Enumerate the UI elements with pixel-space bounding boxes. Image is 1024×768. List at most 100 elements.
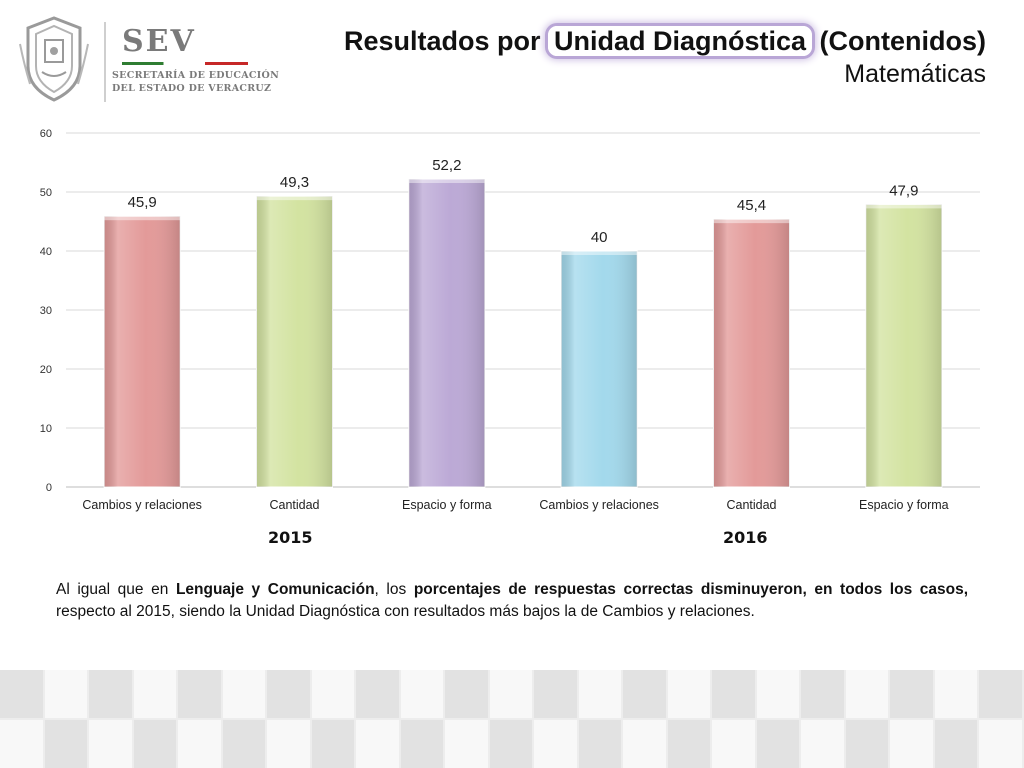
footer-tile [801, 720, 844, 768]
title-highlight: Unidad Diagnóstica [547, 26, 813, 56]
category-label-3: Espacio y forma [402, 498, 492, 512]
footer-tile [311, 720, 354, 768]
category-label-6: Espacio y forma [859, 498, 949, 512]
footer-tile [845, 670, 888, 718]
y-tick-label-10: 10 [40, 423, 52, 435]
footer-tile [489, 670, 532, 718]
footer-tile [311, 670, 354, 718]
group-label-2015: 2015 [268, 528, 313, 547]
logo-subtitle-1: SECRETARÍA DE EDUCACIÓN [112, 70, 280, 81]
category-label-2: Cantidad [269, 498, 319, 512]
value-labels: 45,9 49,3 52,2 40 45,4 47,9 [128, 157, 919, 246]
footer-tile [178, 720, 221, 768]
footer-tile [222, 670, 265, 718]
footer-tile [267, 670, 310, 718]
footer-tile [712, 670, 755, 718]
category-label-5: Cantidad [726, 498, 776, 512]
veracruz-seal-icon [19, 16, 89, 102]
footer-tile [133, 720, 176, 768]
footer-tile [667, 720, 710, 768]
summary-note: Al igual que en Lenguaje y Comunicación,… [56, 579, 968, 623]
title-suffix: (Contenidos) [812, 26, 986, 56]
bar-top-highlight-6 [865, 204, 942, 209]
footer-tile [756, 670, 799, 718]
y-tick-label-30: 30 [40, 305, 52, 317]
chart-bars [103, 178, 943, 488]
footer-tile [667, 670, 710, 718]
page-subtitle: Matemáticas [844, 60, 986, 88]
footer-tile [356, 720, 399, 768]
bar-shading-2 [256, 196, 333, 487]
footer-tile [356, 670, 399, 718]
footer-tile [712, 720, 755, 768]
note-bold-1: Lenguaje y Comunicación [175, 581, 375, 598]
title-prefix: Resultados por [343, 26, 548, 56]
footer-tile [534, 720, 577, 768]
footer-tile [267, 720, 310, 768]
value-label-2: 49,3 [280, 174, 309, 191]
footer-tile [534, 670, 577, 718]
footer-tile [400, 720, 443, 768]
y-tick-label-50: 50 [40, 187, 52, 199]
note-text-1: Al igual que en [56, 581, 176, 598]
note-bold-2: porcentajes de respuestas correctas dism… [413, 581, 969, 598]
chart-grid [66, 132, 980, 488]
bar-top-highlight-3 [408, 179, 485, 184]
footer-tile [0, 720, 43, 768]
logo-subtitle-2: DEL ESTADO DE VERACRUZ [112, 83, 272, 94]
footer-tile [979, 670, 1022, 718]
footer-tile [890, 670, 933, 718]
footer-tile [89, 720, 132, 768]
y-tick-label-20: 20 [40, 364, 52, 376]
footer-tile [845, 720, 888, 768]
note-text-3: respecto al 2015, siendo la Unidad Diagn… [56, 603, 755, 620]
footer-tile [44, 670, 87, 718]
bar-top-highlight-2 [256, 196, 333, 201]
y-tick-label-40: 40 [40, 246, 52, 258]
bar-3 [408, 178, 486, 488]
footer-tile [979, 720, 1022, 768]
bar-shading-6 [865, 204, 942, 487]
bar-top-highlight-4 [561, 251, 638, 255]
value-label-6: 47,9 [889, 182, 918, 199]
value-label-5: 45,4 [737, 197, 766, 214]
category-label-4: Cambios y relaciones [539, 498, 659, 512]
page-title: Resultados por Unidad Diagnóstica (Conte… [344, 26, 986, 57]
footer-tile [489, 720, 532, 768]
footer-tile [400, 670, 443, 718]
footer-tile [178, 670, 221, 718]
footer-tile [934, 670, 977, 718]
bar-top-highlight-5 [713, 219, 790, 224]
y-axis-ticks: 0 10 20 30 40 50 60 [40, 128, 52, 494]
footer-tile [445, 720, 488, 768]
bar-top-highlight-1 [104, 216, 181, 221]
value-label-4: 40 [591, 229, 608, 246]
logo-divider [104, 22, 106, 102]
bar-1 [103, 215, 181, 488]
logo-color-rule [122, 62, 248, 65]
footer-tile [890, 720, 933, 768]
footer-tile [578, 670, 621, 718]
footer-tile [578, 720, 621, 768]
footer-tile [133, 670, 176, 718]
footer-tile [89, 670, 132, 718]
footer-tile [801, 670, 844, 718]
decorative-footer [0, 670, 1024, 768]
bar-shading-3 [408, 179, 485, 487]
value-label-3: 52,2 [432, 157, 461, 174]
bar-5 [713, 218, 790, 488]
category-label-1: Cambios y relaciones [82, 498, 202, 512]
bar-6 [865, 203, 943, 488]
bar-shading-1 [104, 216, 181, 487]
note-text-2: , los [374, 581, 414, 598]
footer-tile [623, 720, 666, 768]
bar-4 [560, 250, 638, 488]
footer-tile [934, 720, 977, 768]
bar-chart: 0 10 20 30 40 50 60 45,9 49,3 52,2 40 45,4 47,9 Cam… [40, 128, 980, 512]
bar-shading-4 [561, 251, 638, 487]
footer-tile [222, 720, 265, 768]
y-tick-label-0: 0 [46, 482, 52, 494]
sev-logo: SEV SECRETARÍA DE EDUCACIÓN DEL ESTADO D… [14, 14, 279, 108]
category-labels: Cambios y relaciones Cantidad Espacio y fo… [82, 498, 948, 512]
bar-2 [256, 195, 333, 488]
